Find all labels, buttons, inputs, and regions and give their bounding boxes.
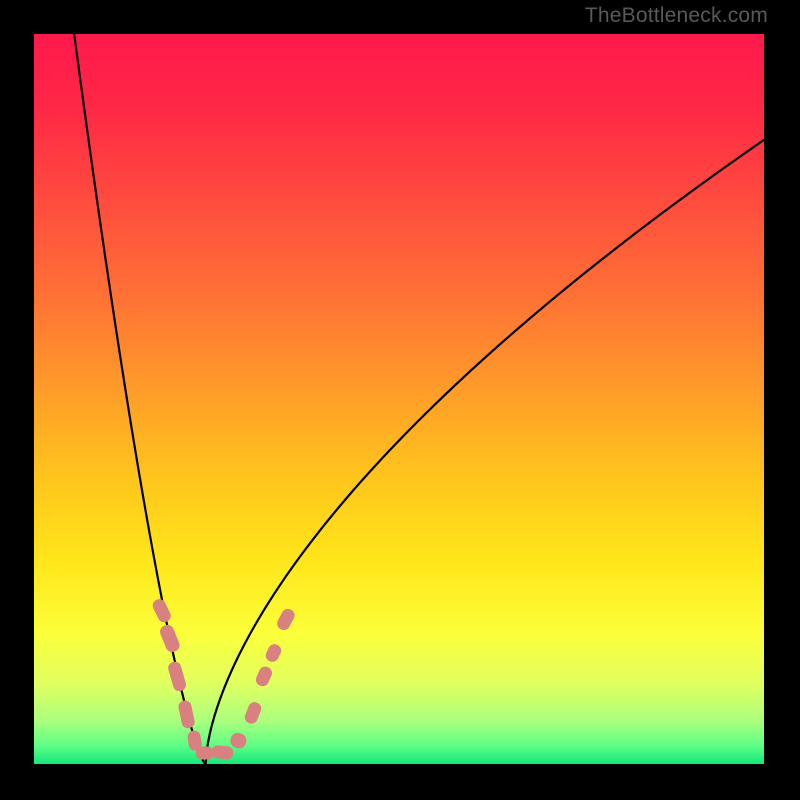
curve-layer <box>34 34 764 764</box>
data-marker <box>243 700 263 725</box>
data-marker <box>211 745 234 760</box>
data-marker <box>264 642 284 664</box>
stage: TheBottleneck.com <box>0 0 800 800</box>
data-marker <box>158 623 181 654</box>
data-marker <box>196 747 214 760</box>
data-marker <box>167 660 188 692</box>
watermark-text: TheBottleneck.com <box>585 4 768 28</box>
plot-area <box>34 34 764 764</box>
data-marker <box>151 597 173 624</box>
data-marker <box>177 699 196 729</box>
data-marker <box>228 731 248 751</box>
bottleneck-curve <box>74 34 764 764</box>
data-marker <box>275 607 297 633</box>
data-marker <box>254 665 274 689</box>
